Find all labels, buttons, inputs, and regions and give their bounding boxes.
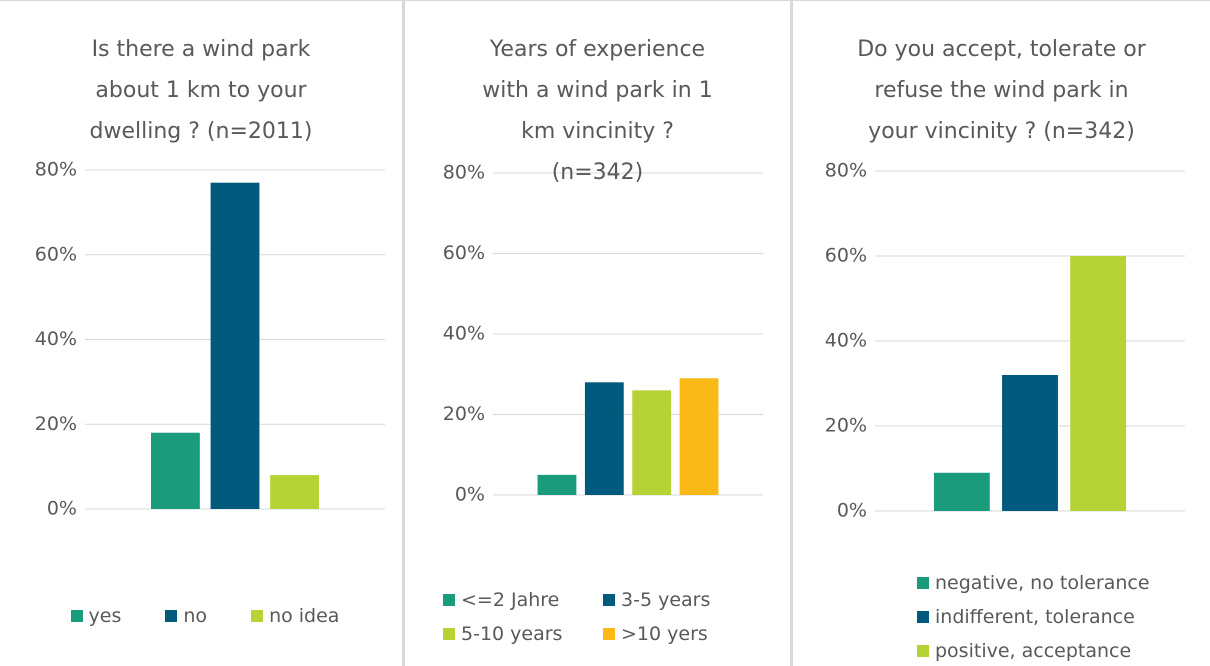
y-tick-label: 20%: [35, 413, 77, 435]
legend-label: positive, acceptance: [935, 640, 1132, 662]
legend: negative, no tolerance indifferent, toler…: [917, 566, 1197, 666]
y-tick-label: 60%: [443, 242, 485, 264]
legend-item: yes: [70, 599, 122, 633]
chart-panel: 0% 20% 40% 60% 80% Is there a wind park about…: [0, 1, 402, 666]
chart: 0% 20% 40% 60% 80%: [825, 160, 1185, 522]
bar: [270, 475, 319, 509]
legend-swatch: [917, 577, 929, 589]
legend: <=2 Jahre 3-5 years 5-10 years >10 yers: [443, 583, 763, 651]
y-tick-label: 60%: [825, 245, 867, 267]
bar: [210, 182, 260, 509]
legend-label: 3-5 years: [621, 589, 711, 611]
legend-swatch: [443, 594, 455, 606]
y-tick-label: 80%: [35, 159, 77, 181]
legend-label: <=2 Jahre: [461, 589, 560, 611]
y-tick-label: 0%: [47, 498, 77, 520]
y-tick-label: 0%: [837, 500, 867, 522]
y-tick-label: 40%: [825, 330, 867, 352]
bar: [679, 378, 719, 495]
legend-swatch: [443, 628, 455, 640]
y-tick-label: 40%: [443, 323, 485, 345]
legend-label: no idea: [269, 605, 340, 627]
legend-item: no idea: [251, 599, 339, 633]
y-tick-label: 20%: [825, 415, 867, 437]
chart: 0% 20% 40% 60% 80%: [35, 159, 385, 520]
legend-item: 3-5 years: [603, 583, 763, 617]
legend-swatch: [165, 610, 178, 622]
legend-item: positive, acceptance: [917, 634, 1197, 666]
legend-item: <=2 Jahre: [443, 583, 603, 617]
y-tick-label: 80%: [825, 160, 867, 182]
chart-title: Years of experience with a wind park in …: [482, 37, 713, 185]
bar: [632, 390, 672, 495]
legend-swatch: [70, 610, 83, 622]
legend-label: 5-10 years: [461, 623, 563, 645]
y-tick-label: 0%: [455, 484, 485, 506]
divider: [790, 1, 793, 666]
y-tick-label: 80%: [443, 162, 485, 184]
legend: yes no no idea: [20, 599, 390, 633]
legend-swatch: [603, 628, 615, 640]
bar: [1002, 375, 1058, 511]
legend-item: 5-10 years: [443, 617, 603, 651]
legend-label: >10 yers: [621, 623, 708, 645]
chart-panel: 0% 20% 40% 60% 80% Years of experience with a…: [405, 1, 790, 666]
legend-label: indifferent, tolerance: [935, 606, 1135, 628]
y-tick-label: 60%: [35, 243, 77, 265]
legend-swatch: [917, 645, 929, 657]
bar: [151, 432, 200, 509]
legend-item: negative, no tolerance: [917, 566, 1197, 600]
y-tick-label: 40%: [35, 328, 77, 350]
bar: [1070, 256, 1127, 511]
chart: 0% 20% 40% 60% 80%: [443, 162, 763, 506]
legend-label: no: [183, 605, 208, 627]
chart-title: Is there a wind park about 1 km to your …: [89, 37, 313, 144]
divider: [402, 1, 405, 666]
chart-title: Do you accept, tolerate or refuse the wi…: [857, 37, 1146, 144]
bar: [537, 474, 577, 495]
legend-swatch: [251, 610, 264, 622]
legend-item: >10 yers: [603, 617, 763, 651]
legend-swatch: [603, 594, 615, 606]
legend-label: negative, no tolerance: [935, 572, 1150, 594]
bar: [584, 382, 624, 495]
chart-panel: 0% 20% 40% 60% 80% Do you accept, tolerate or…: [793, 1, 1210, 666]
legend-item: indifferent, tolerance: [917, 600, 1197, 634]
legend-swatch: [917, 611, 929, 623]
legend-item: no: [165, 599, 207, 633]
legend-label: yes: [88, 605, 122, 627]
y-tick-label: 20%: [443, 403, 485, 425]
bar: [933, 472, 990, 511]
